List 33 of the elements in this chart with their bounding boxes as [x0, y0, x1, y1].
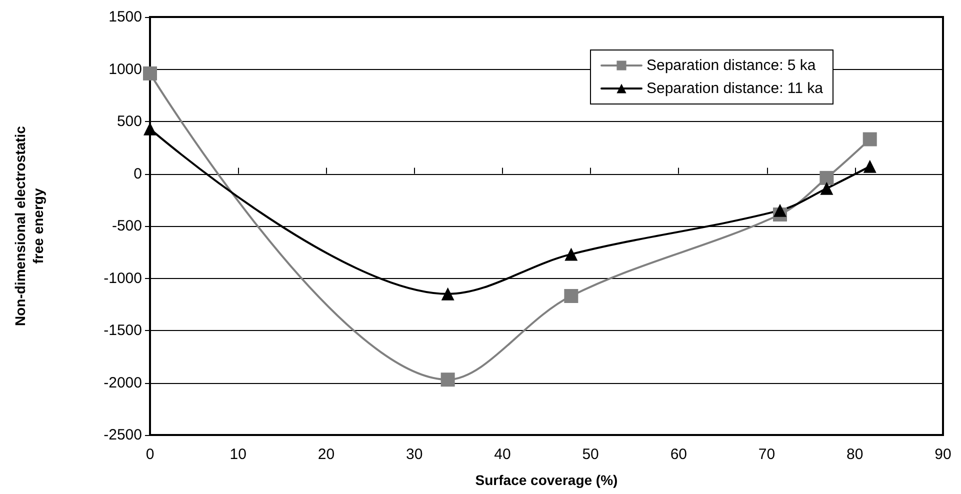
point	[773, 204, 786, 217]
point	[863, 160, 876, 173]
point	[820, 182, 834, 195]
point	[441, 287, 454, 300]
y-tick-label: 1500	[108, 8, 142, 26]
x-tick-label: 60	[670, 446, 688, 463]
x-tick-label: 90	[934, 446, 952, 463]
point	[440, 372, 455, 387]
y-axis-title: Non-dimensional electrostatic free energy	[12, 126, 46, 326]
point	[820, 170, 834, 185]
x-tick-label: 50	[582, 446, 599, 463]
point	[862, 132, 877, 146]
x-tick-label: 20	[318, 446, 335, 463]
y-tick-label: 0	[134, 165, 142, 182]
y-tick-label: 1000	[108, 60, 142, 78]
x-tick-label: 0	[146, 446, 154, 463]
x-tick-label: 40	[494, 446, 511, 463]
y-tick-label: -1000	[104, 270, 142, 287]
x-tick-label: 70	[758, 446, 776, 463]
x-axis-title: Surface coverage (%)	[475, 472, 618, 488]
x-tick-label: 30	[406, 446, 423, 463]
x-tick-label: 10	[230, 446, 246, 463]
y-tick-label: -500	[112, 218, 142, 234]
point	[564, 248, 578, 261]
legend-label: Separation distance: 5 ka	[646, 57, 816, 74]
legend-label: Separation distance: 11 ka	[646, 80, 824, 97]
y-tick-label: -2500	[104, 426, 142, 444]
point	[564, 289, 578, 304]
y-tick-label: 500	[116, 113, 142, 130]
y-tick-label: -2000	[104, 374, 142, 392]
point	[143, 66, 157, 80]
y-tick-label: -1500	[104, 322, 142, 339]
x-tick-label: 80	[846, 446, 864, 463]
